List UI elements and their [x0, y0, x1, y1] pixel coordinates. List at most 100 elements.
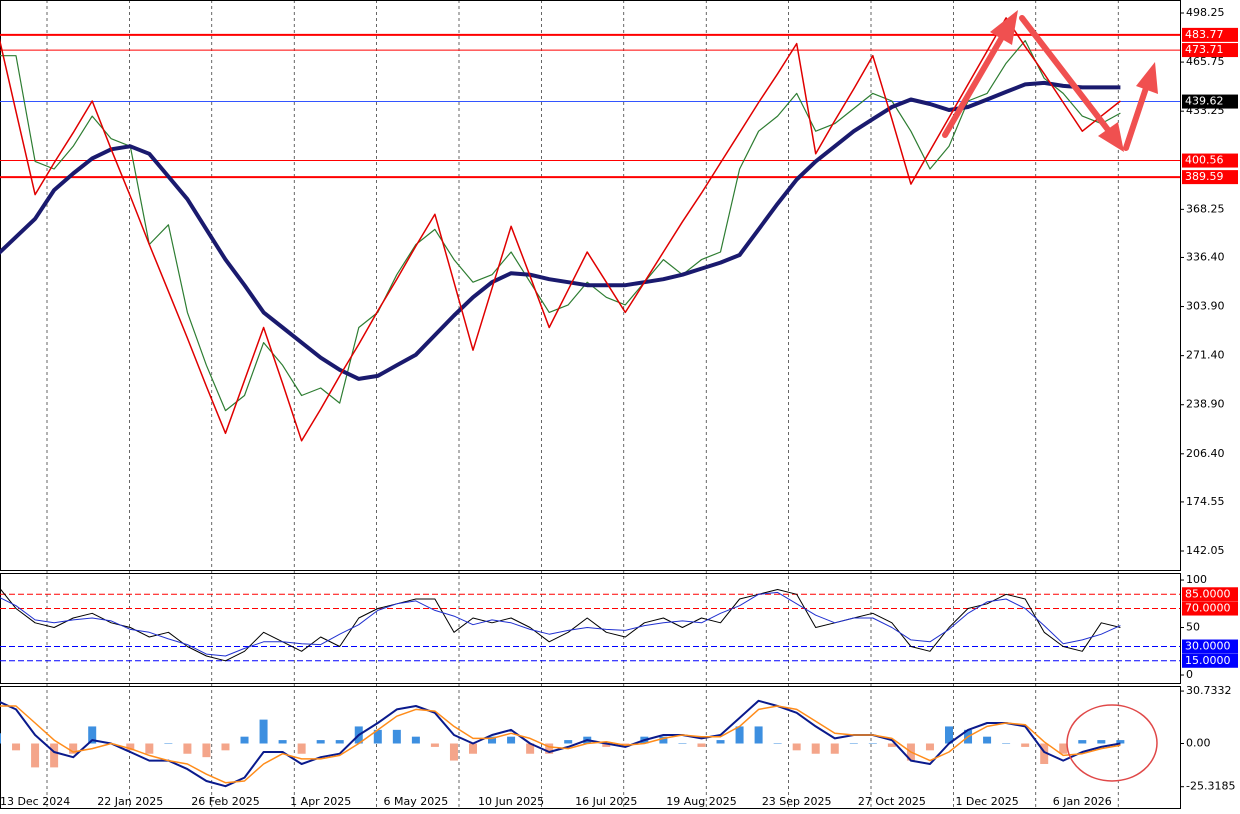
level-label-box	[1182, 601, 1238, 616]
arrow-up	[942, 29, 1008, 138]
x-tick-label: 23 Sep 2025	[762, 795, 832, 808]
histogram-bar	[221, 743, 230, 751]
y-tick-label: 174.55	[1186, 495, 1225, 508]
arrow-down	[1019, 15, 1115, 138]
histogram-bar	[469, 743, 477, 754]
histogram-bar	[545, 743, 554, 754]
histogram-bar	[697, 743, 706, 747]
level-label-box	[1182, 587, 1238, 602]
histogram-bar	[773, 743, 782, 745]
histogram-bar	[678, 743, 687, 745]
histogram-bar	[240, 736, 249, 744]
histogram-bar	[983, 736, 992, 744]
arrow-up	[1123, 79, 1151, 151]
annotations	[942, 10, 1158, 152]
x-tick-label: 19 Aug 2025	[666, 795, 736, 808]
histogram-bar	[507, 736, 516, 744]
histogram-bar	[373, 729, 382, 744]
histogram-bar	[526, 743, 535, 754]
y-tick-label: 50	[1186, 621, 1200, 634]
y-tick-label: -25.3185	[1186, 780, 1235, 793]
histogram-bar	[164, 743, 173, 745]
y-tick-label: 336.40	[1186, 250, 1225, 263]
arrowhead	[990, 10, 1018, 45]
histogram-bar	[1097, 740, 1106, 744]
x-tick-label: 6 May 2025	[384, 795, 449, 808]
histogram-bar	[716, 740, 725, 744]
histogram-bar	[868, 743, 877, 745]
histogram-bar	[316, 740, 325, 744]
histogram-bar	[0, 733, 1, 744]
histogram-bar	[411, 736, 420, 744]
histogram-bar	[88, 726, 97, 744]
series-line	[0, 17, 1121, 442]
x-tick-label: 6 Jan 2026	[1053, 795, 1112, 808]
level-label-box	[1182, 27, 1238, 42]
histogram-bar	[145, 743, 154, 754]
histogram-bar	[449, 743, 458, 761]
histogram-bar	[945, 726, 953, 744]
highlight-circle	[1066, 704, 1158, 782]
arrowhead	[1136, 62, 1158, 94]
level-label: 473.71	[1185, 43, 1224, 56]
histogram-bar	[1116, 740, 1125, 744]
histogram-bar	[335, 740, 344, 744]
histogram-bar	[259, 719, 268, 744]
level-label: 389.59	[1185, 170, 1224, 183]
level-label: 85.0000	[1185, 587, 1231, 600]
series-line	[0, 80, 1121, 381]
histogram-bar	[69, 743, 78, 754]
histogram-bar	[1078, 740, 1087, 744]
y-tick-label: 465.75	[1186, 55, 1225, 68]
panel-frame	[0, 573, 1181, 684]
level-label: 15.0000	[1185, 654, 1231, 667]
histogram-bar	[12, 743, 21, 751]
histogram-bar	[278, 740, 287, 744]
histogram-bar	[792, 743, 801, 751]
histogram-bar	[849, 743, 858, 745]
histogram-bar	[202, 743, 211, 758]
level-label-box	[1182, 43, 1238, 58]
level-label-box	[1182, 94, 1238, 109]
y-tick-label: 30.7332	[1186, 684, 1232, 697]
histogram-bar	[1021, 743, 1030, 747]
x-tick-label: 27 Oct 2025	[858, 795, 926, 808]
histogram-bar	[126, 743, 135, 751]
level-label-box	[1182, 653, 1238, 668]
x-tick-label: 1 Dec 2025	[955, 795, 1018, 808]
histogram-bar	[297, 743, 306, 754]
histogram-bar	[830, 743, 839, 754]
series-line	[0, 705, 1121, 784]
level-label: 400.56	[1185, 154, 1224, 167]
x-tick-label: 26 Feb 2025	[191, 795, 259, 808]
x-tick-label: 13 Dec 2024	[0, 795, 70, 808]
level-label: 30.0000	[1185, 640, 1231, 653]
histogram-bar	[659, 736, 668, 744]
histogram-bar	[488, 736, 497, 744]
level-label-box	[1182, 153, 1238, 168]
x-tick-label: 1 Apr 2025	[290, 795, 351, 808]
arrowhead	[1098, 122, 1124, 152]
y-tick-label: 100	[1186, 573, 1207, 586]
histogram-bar	[735, 726, 744, 744]
level-label: 439.62	[1185, 95, 1224, 108]
level-label: 70.0000	[1185, 602, 1231, 615]
series-line	[0, 699, 1121, 788]
y-tick-label: 238.90	[1186, 398, 1225, 411]
x-tick-label: 22 Jan 2025	[97, 795, 163, 808]
y-tick-label: 271.40	[1186, 349, 1225, 362]
level-label: 483.77	[1185, 28, 1224, 41]
panel-frame	[0, 686, 1181, 809]
y-tick-label: 498.25	[1186, 6, 1225, 19]
y-tick-label: 142.05	[1186, 544, 1225, 557]
histogram-bar	[430, 743, 439, 747]
histogram-bar	[1059, 743, 1068, 754]
histogram-bar	[811, 743, 820, 754]
axes: 498.25465.75433.25368.25336.40303.90271.…	[0, 6, 1238, 808]
y-tick-label: 303.90	[1186, 300, 1225, 313]
histogram-bar	[183, 743, 192, 754]
series-line	[0, 591, 1121, 657]
y-tick-label: 0.00	[1186, 737, 1211, 750]
